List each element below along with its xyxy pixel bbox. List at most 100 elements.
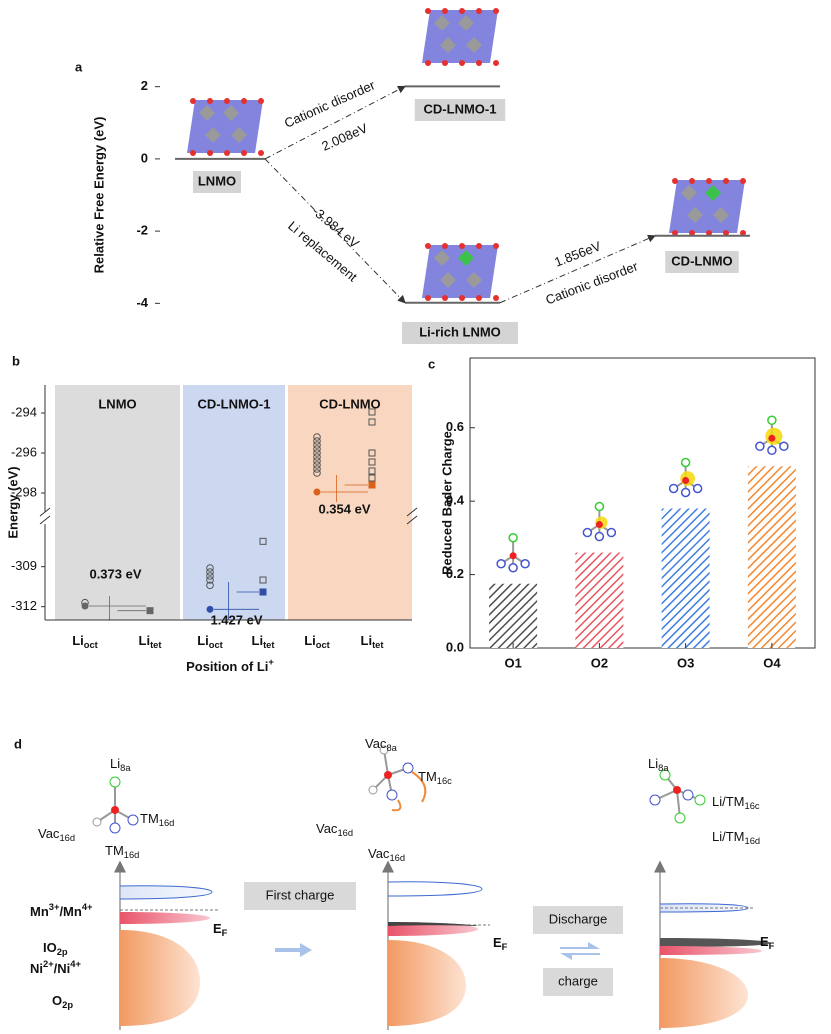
crystal-body [669, 180, 745, 233]
crystal-atom [706, 178, 712, 184]
y-tick-label: 0 [141, 150, 148, 165]
region [183, 385, 285, 620]
tet-point [368, 418, 376, 426]
axis-break [406, 507, 418, 517]
label-part: 16c [745, 801, 760, 811]
crystal-site [199, 105, 215, 121]
label-part: F [222, 928, 228, 938]
oct-point [206, 576, 214, 584]
crystal-icon [669, 178, 746, 236]
y-axis-label: Energy (eV) [5, 466, 20, 538]
diagram-label: TM16d [140, 811, 174, 828]
crystal-site [466, 272, 482, 288]
state-label-bg [402, 322, 518, 344]
molecule-icon [582, 501, 617, 542]
label-part: Vac [365, 736, 387, 751]
atom [755, 441, 765, 452]
diagram-label: O2p [52, 993, 73, 1010]
diagram-label: Li/TM16c [712, 794, 760, 811]
crystal-atom [476, 295, 482, 301]
dos-diagrams [92, 745, 770, 1030]
crystal-atom [241, 98, 247, 104]
crystal-atom [672, 230, 678, 236]
atom [692, 483, 703, 494]
atom [595, 521, 603, 529]
crystal-site [458, 15, 474, 31]
axis-break [39, 507, 51, 517]
tet-point [259, 576, 267, 584]
bar [661, 508, 710, 648]
diagram-label: EF [493, 935, 508, 952]
crystal-body [422, 245, 498, 298]
atom [594, 531, 605, 542]
y-tick-label: -309 [11, 558, 37, 573]
crystal-atom [442, 8, 448, 14]
y-tick-label: 0.6 [446, 419, 464, 434]
crystal-body [187, 100, 263, 153]
label-part: /Mn [59, 904, 81, 919]
tet-min-point [146, 607, 154, 615]
oct-point [313, 433, 321, 441]
label-part: 8a [658, 763, 669, 773]
diagram-label: IO2p [43, 940, 68, 957]
diagram-label: Vac16d [38, 826, 75, 843]
y-axis-label: Relative Free Energy (eV) [91, 117, 106, 274]
region-title: LNMO [98, 396, 136, 411]
label-part: E [493, 935, 502, 950]
label-part: Li [252, 633, 264, 648]
crystal-body [422, 10, 498, 63]
crystal-atom [207, 150, 213, 156]
label-part: E [213, 921, 222, 936]
label-part: Ni [30, 961, 43, 976]
panel-label: d [14, 736, 22, 751]
atom [779, 441, 789, 452]
atom [508, 533, 518, 543]
region [288, 385, 412, 620]
state-label-bg [414, 99, 506, 121]
crystal-atom [493, 243, 499, 249]
crystal-site [713, 207, 729, 223]
oct-point [313, 453, 321, 461]
atom [668, 483, 679, 494]
label-part: 16d [59, 833, 75, 843]
diagram-label: Li8a [648, 756, 669, 773]
atom [582, 527, 593, 538]
tet-point [368, 467, 376, 475]
label-part: 2p [57, 947, 68, 957]
diagram-label: EF [213, 921, 228, 938]
crystal-site [231, 127, 247, 143]
label-part: TM [105, 843, 124, 858]
label-part: Position of Li [186, 659, 268, 674]
bar [575, 552, 624, 648]
crystal-atom [723, 230, 729, 236]
diagram-label: Vac16d [368, 846, 405, 863]
crystal-icon [422, 8, 499, 66]
diagram-label: Vac8a [365, 736, 398, 753]
step-label: Discharge [549, 911, 608, 926]
label-part: oct [316, 640, 330, 650]
y-tick-label: 0.0 [446, 639, 464, 654]
oct-point [206, 564, 214, 572]
transition-path [264, 85, 406, 160]
label-part: 8a [120, 763, 131, 773]
x-tick-label: O3 [677, 655, 694, 670]
crystal-atom [740, 230, 746, 236]
axis-break [406, 515, 418, 525]
button-bg [543, 968, 613, 996]
crystal-atom [689, 178, 695, 184]
atom [767, 415, 777, 426]
label-part: Vac [368, 846, 390, 861]
crystal-atom [476, 8, 482, 14]
oct-min-point [313, 488, 321, 496]
crystal-atom [258, 98, 264, 104]
label-part: Li [110, 756, 120, 771]
crystal-atom [459, 243, 465, 249]
state-label: LNMO [198, 173, 236, 188]
y-tick-label: 0.2 [446, 566, 464, 581]
crystal-site [440, 37, 456, 53]
crystal-atom [425, 243, 431, 249]
diagram-label: TM16d [105, 843, 139, 860]
plot-frame [469, 357, 816, 649]
label-part: Li [648, 756, 658, 771]
step-label: First charge [266, 887, 335, 902]
